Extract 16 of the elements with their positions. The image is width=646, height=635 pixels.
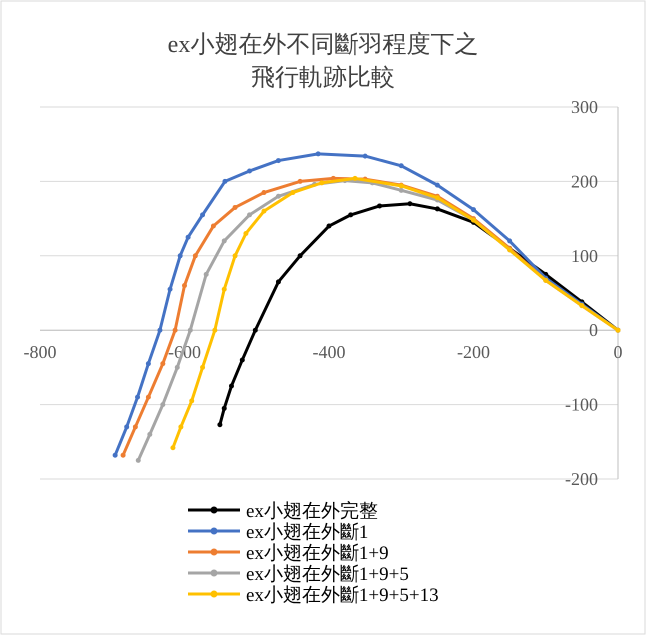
y-tick-label: 0 (589, 320, 598, 340)
y-tick-label: -100 (565, 394, 598, 415)
x-tick-label: -400 (312, 342, 346, 362)
legend-label: ex小翅在外完整 (246, 500, 378, 522)
legend-label: ex小翅在外斷1+9+5 (246, 564, 409, 585)
legend-label: ex小翅在外斷1+9 (246, 543, 389, 564)
y-tick-label: -200 (565, 469, 598, 489)
legend-label: ex小翅在外斷1+9+5+13 (246, 585, 439, 606)
chart-title: ex小翅在外不同斷羽程度下之飛行軌跡比較 (168, 31, 478, 91)
x-tick-label: -200 (457, 342, 490, 362)
x-tick-label: -800 (24, 342, 56, 362)
legend-label: ex小翅在外斷1 (246, 522, 368, 543)
y-tick-label: 300 (571, 97, 598, 117)
y-tick-label: 100 (571, 246, 598, 266)
y-tick-label: 200 (571, 171, 598, 192)
x-tick-label: 0 (614, 342, 622, 362)
